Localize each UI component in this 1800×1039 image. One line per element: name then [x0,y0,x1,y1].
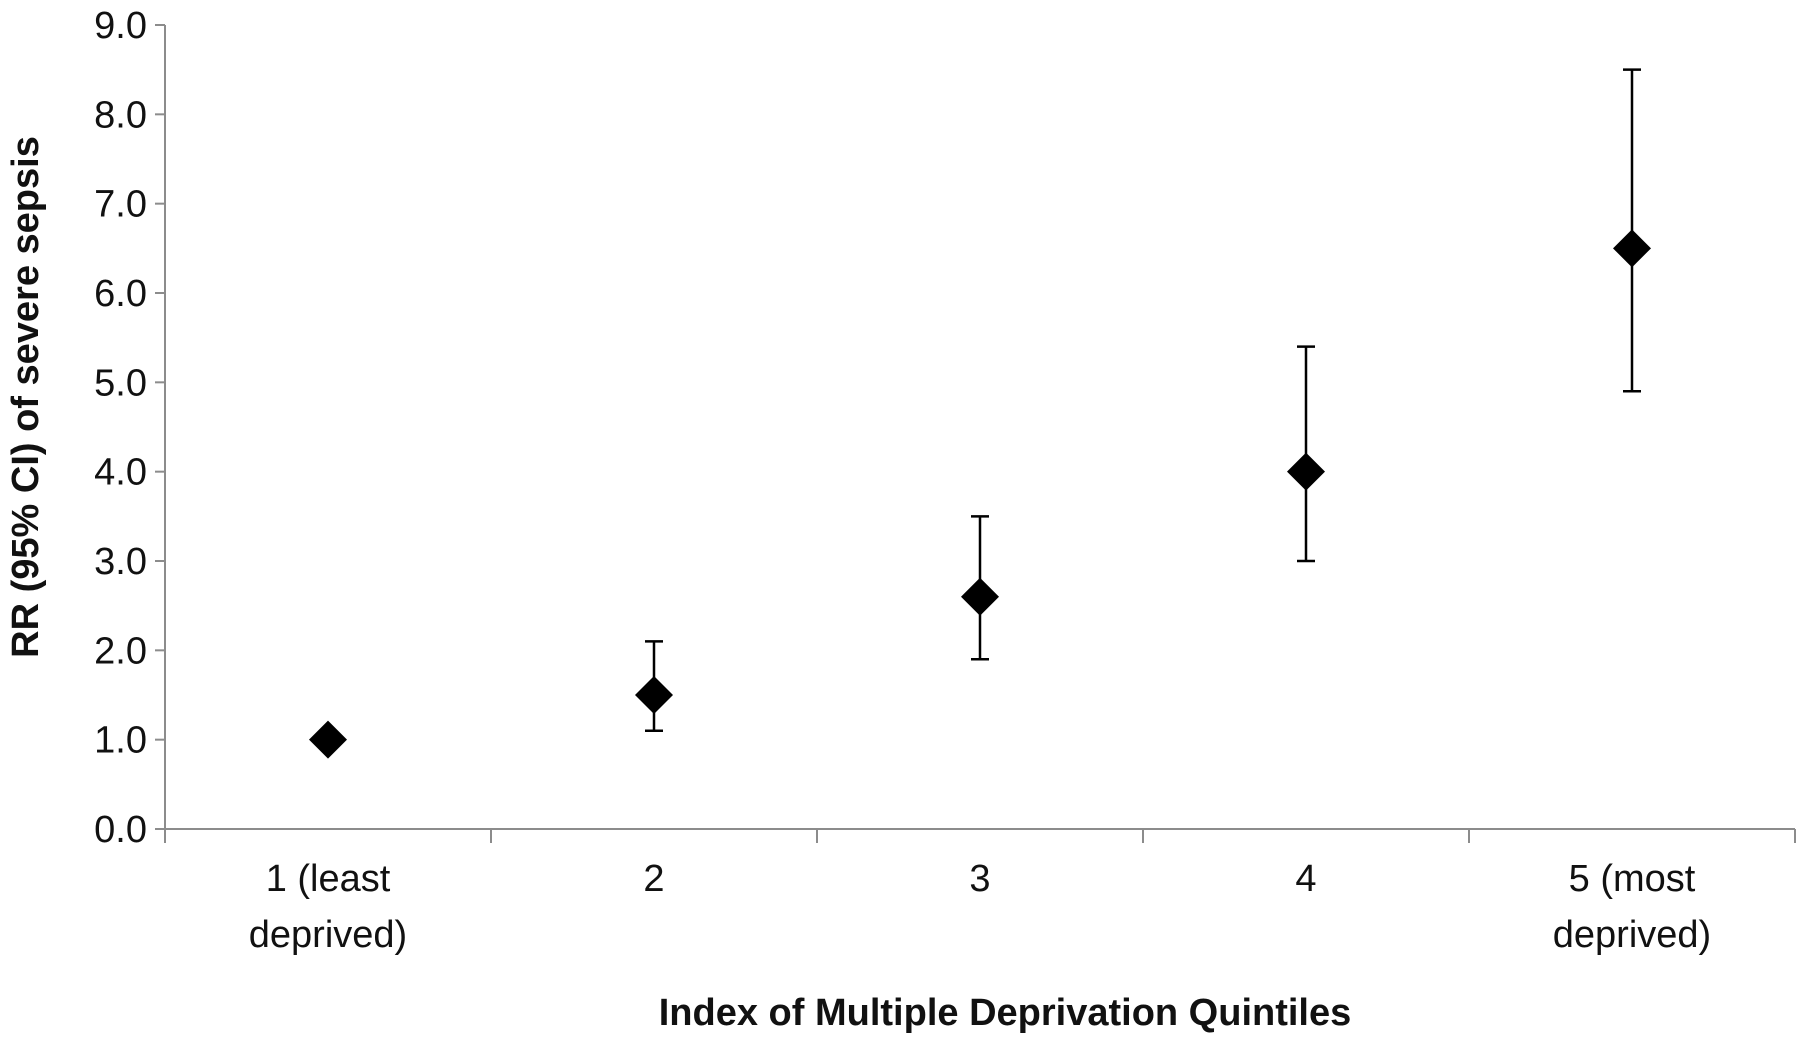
y-tick-label: 9.0 [94,5,147,47]
y-tick-label: 4.0 [94,452,147,494]
y-axis: 0.0 1.0 2.0 3.0 4.0 5.0 6.0 7.0 8.0 9.0 [94,5,166,851]
y-tick-label: 1.0 [94,720,147,762]
data-point-marker [309,720,347,759]
x-tick-label: 1 (least deprived) [249,858,407,956]
y-tick-label: 6.0 [94,273,147,315]
y-tick-label: 5.0 [94,362,147,404]
data-series [309,68,1651,759]
x-tick-label: 5 (most deprived) [1553,858,1711,956]
x-axis-title: Index of Multiple Deprivation Quintiles [659,992,1352,1034]
y-tick-label: 2.0 [94,630,147,672]
y-tick-label: 0.0 [94,809,147,851]
data-point-marker [961,577,999,616]
data-point-marker [1613,229,1651,268]
y-tick-label: 7.0 [94,184,147,226]
x-tick-label: 2 [643,858,664,900]
data-point-marker [1287,452,1325,491]
x-tick-label: 3 [969,858,990,900]
x-tick-label: 4 [1295,858,1316,900]
y-axis-title: RR (95% CI) of severe sepsis [5,136,47,658]
x-axis: 1 (least deprived) 2 3 4 5 (most deprived) [164,828,1796,956]
y-tick-label: 8.0 [94,94,147,136]
data-point-marker [635,676,673,714]
y-tick-label: 3.0 [94,541,147,583]
